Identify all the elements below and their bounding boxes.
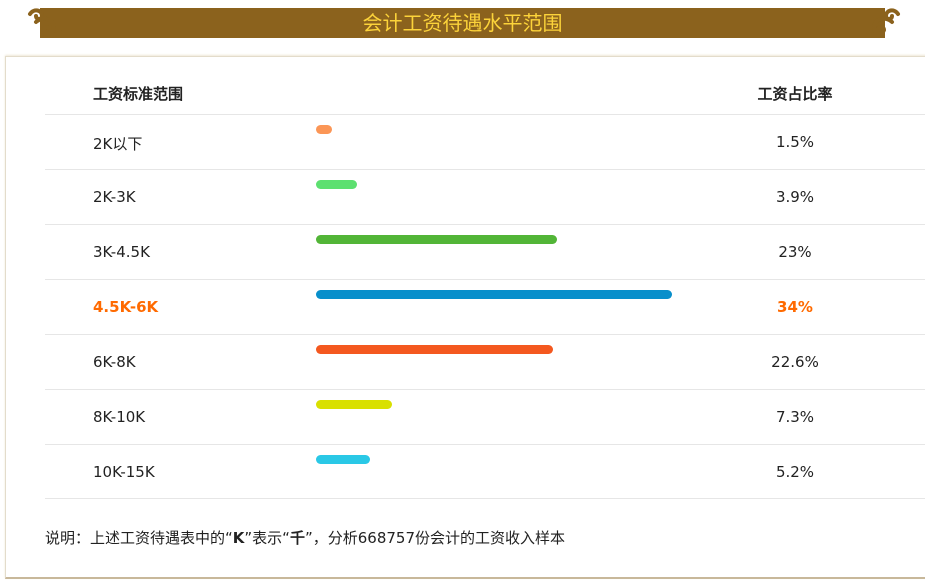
category-label: 2K以下 — [93, 135, 143, 153]
table-row: 6K-8K 22.6% — [45, 334, 925, 389]
category-label: 4.5K-6K — [93, 298, 159, 316]
table-row: 4.5K-6K 34% — [45, 279, 925, 334]
bar — [316, 125, 332, 134]
note-qian: 千 — [289, 529, 305, 547]
category-label: 2K-3K — [93, 188, 136, 206]
left-cloud-ornament-icon — [28, 8, 62, 38]
bar — [316, 455, 371, 464]
note-text: 说明：上述工资待遇表中的“ — [45, 529, 233, 547]
value-label: 34% — [777, 298, 813, 316]
note-text: ”表示“ — [244, 529, 290, 547]
chart-panel — [5, 56, 925, 579]
value-label: 23% — [778, 243, 812, 261]
note-text: ”，分析668757份会计的工资收入样本 — [304, 529, 566, 547]
header-range: 工资标准范围 — [93, 85, 184, 103]
table-row: 8K-10K 7.3% — [45, 389, 925, 444]
category-label: 8K-10K — [93, 408, 146, 426]
title-banner — [40, 8, 885, 38]
table-row: 2K以下 1.5% — [45, 114, 925, 169]
category-label: 10K-15K — [93, 463, 155, 481]
footnote: 说明：上述工资待遇表中的“K”表示“千”，分析668757份会计的工资收入样本 — [45, 527, 565, 548]
table-row: 2K-3K 3.9% — [45, 169, 925, 224]
page-title: 会计工资待遇水平范围 — [362, 11, 563, 35]
value-label: 1.5% — [775, 133, 815, 151]
note-k: K — [232, 529, 245, 547]
table-row: 3K-4.5K 23% — [45, 224, 925, 279]
bar — [316, 235, 557, 244]
bar — [316, 345, 553, 354]
value-label: 7.3% — [775, 408, 815, 426]
bar — [316, 290, 672, 299]
value-label: 3.9% — [775, 188, 815, 206]
category-label: 6K-8K — [93, 353, 136, 371]
bar — [316, 400, 393, 409]
right-cloud-ornament-icon — [866, 8, 900, 38]
header-ratio: 工资占比率 — [757, 85, 833, 103]
table-row: 10K-15K 5.2% — [45, 444, 925, 499]
category-label: 3K-4.5K — [93, 243, 150, 261]
bar — [316, 180, 357, 189]
value-label: 5.2% — [775, 463, 815, 481]
value-label: 22.6% — [771, 353, 819, 371]
